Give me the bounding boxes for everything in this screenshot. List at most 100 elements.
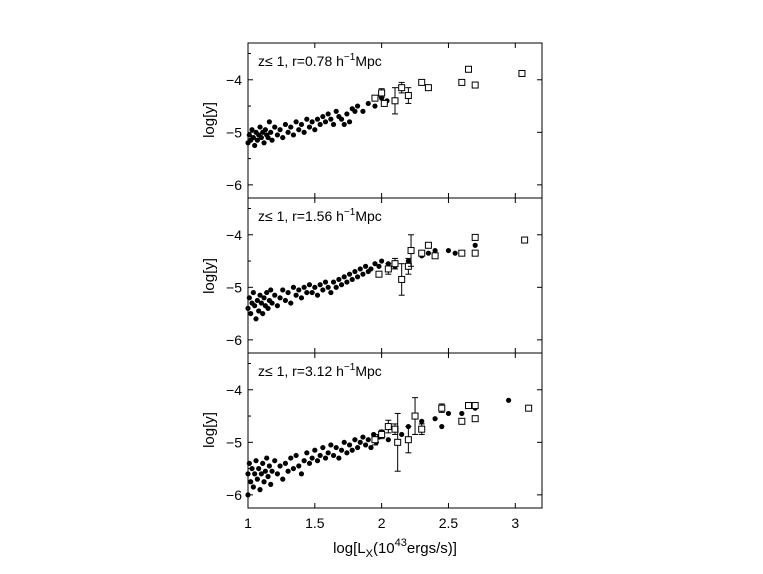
- data-point: [280, 134, 286, 141]
- data-point: [265, 305, 271, 311]
- data-point: [268, 129, 274, 135]
- x-tick-label: 1.5: [305, 515, 325, 531]
- data-point: [333, 284, 339, 290]
- data-point: [314, 458, 321, 464]
- data-point: [252, 471, 258, 477]
- panel-1-yticks: −4 −5 −6: [226, 53, 542, 193]
- data-point: [261, 295, 267, 301]
- binned-point: [398, 84, 406, 92]
- data-point: [293, 452, 299, 459]
- binned-point: [471, 81, 479, 89]
- data-point: [274, 303, 280, 309]
- binned-point: [394, 438, 402, 446]
- binned-point: [424, 241, 432, 249]
- data-point: [282, 460, 289, 466]
- data-point: [272, 124, 278, 130]
- panel-2-ylabel: log[y]: [201, 258, 218, 294]
- data-point: [379, 258, 385, 264]
- data-point: [322, 119, 329, 125]
- data-point: [309, 455, 315, 461]
- data-point: [285, 468, 291, 474]
- binned-point: [521, 236, 529, 244]
- binned-point: [471, 233, 479, 241]
- data-point: [245, 305, 251, 311]
- data-point: [338, 447, 345, 453]
- data-point: [261, 479, 267, 485]
- panel-1-marks: [245, 43, 526, 198]
- binned-point: [384, 423, 392, 431]
- data-point: [301, 458, 307, 464]
- data-point: [264, 455, 270, 461]
- data-point: [306, 460, 313, 466]
- data-point: [344, 279, 350, 285]
- data-point: [296, 127, 302, 133]
- data-point: [452, 250, 458, 256]
- binned-point: [438, 404, 446, 412]
- binned-point: [411, 412, 419, 420]
- data-point: [432, 416, 438, 422]
- data-point: [341, 274, 347, 280]
- data-point: [330, 121, 337, 128]
- data-point: [352, 108, 358, 114]
- binned-point: [404, 92, 412, 100]
- data-point: [472, 242, 478, 248]
- data-point: [333, 444, 339, 451]
- data-point: [363, 442, 369, 448]
- binned-point: [391, 97, 399, 105]
- data-point: [262, 468, 268, 474]
- data-point: [254, 297, 260, 304]
- data-point: [352, 268, 358, 275]
- binned-point: [471, 249, 479, 257]
- data-point: [246, 460, 252, 466]
- binned-point: [371, 436, 379, 444]
- data-point: [372, 103, 378, 109]
- data-point: [314, 116, 321, 122]
- data-point: [346, 119, 353, 125]
- y-tick-label: −6: [226, 177, 242, 193]
- binned-point: [418, 425, 426, 433]
- data-point: [288, 124, 294, 130]
- data-point: [260, 310, 266, 317]
- data-point: [304, 450, 310, 456]
- panel-3-marks: [245, 353, 533, 508]
- data-point: [328, 116, 334, 122]
- data-point: [336, 455, 342, 461]
- data-point: [376, 263, 382, 269]
- data-point: [306, 282, 313, 288]
- y-tick-label: −5: [226, 434, 242, 450]
- data-point: [264, 289, 270, 296]
- data-point: [325, 111, 331, 117]
- y-tick-label: −4: [226, 72, 242, 88]
- data-point: [314, 292, 321, 298]
- data-point: [258, 300, 264, 306]
- data-point: [312, 127, 318, 133]
- data-point: [346, 442, 353, 448]
- data-point: [341, 121, 347, 128]
- data-point: [274, 132, 280, 138]
- panel-1-label: z≤ 1, r=0.78 h−1Mpc: [258, 52, 382, 69]
- data-point: [346, 271, 353, 277]
- data-point: [250, 134, 256, 141]
- data-point: [257, 124, 263, 130]
- data-point: [439, 423, 445, 430]
- binned-point: [371, 94, 379, 102]
- binned-point: [391, 260, 399, 268]
- data-point: [288, 455, 294, 461]
- y-tick-label: −5: [226, 279, 242, 295]
- binned-point: [384, 265, 392, 273]
- data-point: [325, 284, 331, 290]
- data-point: [265, 134, 271, 141]
- data-point: [445, 247, 452, 254]
- panel-2-label: z≤ 1, r=1.56 h−1Mpc: [258, 207, 382, 224]
- data-point: [257, 487, 263, 493]
- data-point: [257, 292, 263, 298]
- data-point: [385, 437, 391, 443]
- binned-point: [431, 252, 439, 260]
- data-point: [253, 316, 259, 322]
- data-point: [354, 103, 361, 109]
- data-point: [280, 476, 286, 482]
- x-axis-ticks: 1 1.5 2 2.5 3: [244, 515, 519, 531]
- panel-2: z≤ 1, r=1.56 h−1Mpc log[y] −4 −5 −6: [201, 197, 543, 354]
- data-point: [293, 292, 299, 298]
